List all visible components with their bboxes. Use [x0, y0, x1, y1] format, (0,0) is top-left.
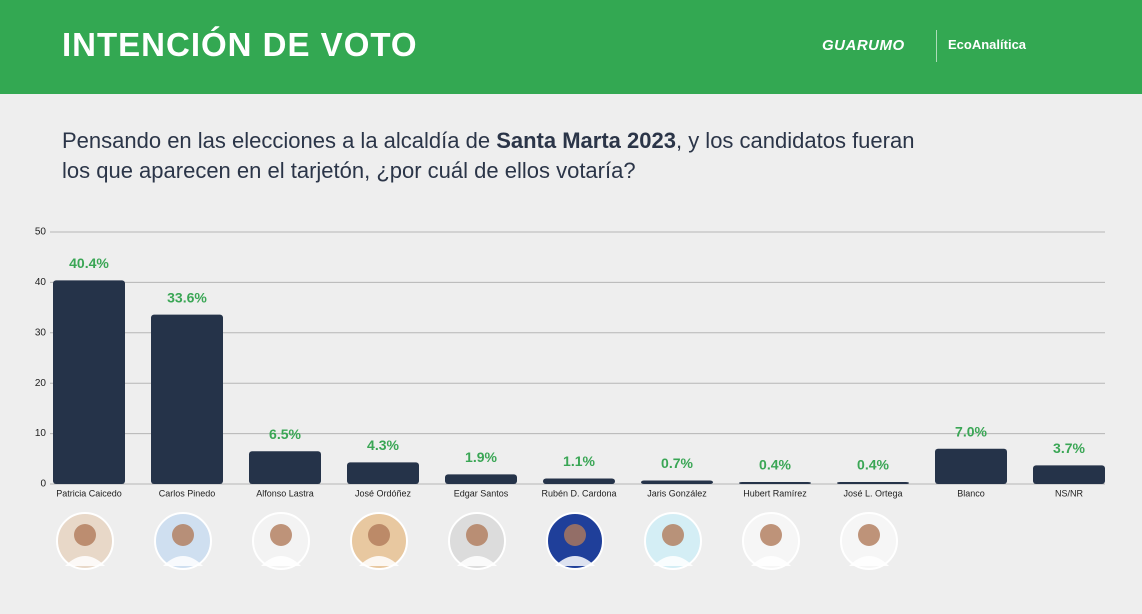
x-tick-label: José Ordóñez	[355, 488, 412, 498]
bar	[249, 451, 321, 484]
question-bold: Santa Marta 2023	[496, 128, 676, 153]
x-tick-label: Carlos Pinedo	[159, 488, 216, 498]
photo-face	[74, 524, 96, 546]
question-text: Pensando en las elecciones a la alcaldía…	[62, 128, 497, 153]
bar	[837, 481, 909, 484]
value-label: 0.4%	[759, 457, 791, 473]
photo-face	[368, 524, 390, 546]
y-tick-label: 30	[35, 327, 47, 338]
x-tick-label: Rubén D. Cardona	[541, 488, 616, 498]
bar	[347, 462, 419, 484]
value-label: 4.3%	[367, 437, 399, 453]
bar	[53, 280, 125, 484]
value-label: 40.4%	[69, 255, 109, 271]
photo-face	[172, 524, 194, 546]
y-tick-label: 50	[35, 227, 47, 238]
separator	[936, 30, 937, 62]
y-tick-label: 40	[35, 277, 47, 288]
photo-face	[466, 524, 488, 546]
photo-body	[457, 556, 497, 566]
photo-face	[760, 524, 782, 546]
photo-body	[359, 556, 399, 566]
value-label: 33.6%	[167, 289, 207, 305]
bar	[151, 314, 223, 484]
value-label: 7.0%	[955, 423, 987, 439]
bar	[1033, 465, 1105, 484]
x-tick-label: Blanco	[957, 488, 985, 498]
brand-logo: GUARUMO	[822, 37, 905, 54]
bar	[445, 474, 517, 484]
value-label: 1.1%	[563, 453, 595, 469]
value-label: 0.4%	[857, 457, 889, 473]
photo-body	[653, 556, 693, 566]
x-tick-label: NS/NR	[1055, 488, 1084, 498]
value-label: 0.7%	[661, 455, 693, 471]
bar	[935, 448, 1007, 484]
photo-body	[163, 556, 203, 566]
value-label: 6.5%	[269, 426, 301, 442]
question-text: , y los candidatos fueran los que aparec…	[62, 128, 915, 183]
y-tick-label: 20	[35, 378, 47, 389]
photo-face	[858, 524, 880, 546]
photo-body	[751, 556, 791, 566]
x-tick-label: Hubert Ramírez	[743, 488, 807, 498]
photo-body	[261, 556, 301, 566]
value-label: 1.9%	[465, 449, 497, 465]
title: INTENCIÓN DE VOTO	[62, 26, 418, 63]
question: Pensando en las elecciones a la alcaldía…	[62, 126, 922, 186]
x-tick-label: José L. Ortega	[843, 488, 902, 498]
photo-body	[65, 556, 105, 566]
x-tick-label: Patricia Caicedo	[56, 488, 122, 498]
bar	[641, 480, 713, 484]
photo-body	[849, 556, 889, 566]
header: INTENCIÓN DE VOTO GUARUMO EcoAnalítica	[0, 0, 1142, 94]
photo-body	[555, 556, 595, 566]
photo-face	[662, 524, 684, 546]
photo-face	[270, 524, 292, 546]
y-tick-label: 0	[40, 479, 46, 490]
y-tick-label: 10	[35, 428, 47, 439]
bar	[739, 481, 811, 484]
x-tick-label: Edgar Santos	[454, 488, 509, 498]
photo-face	[564, 524, 586, 546]
bar	[543, 478, 615, 484]
x-tick-label: Jaris González	[647, 488, 707, 498]
x-tick-label: Alfonso Lastra	[256, 488, 314, 498]
brand-logo: EcoAnalítica	[948, 37, 1027, 52]
value-label: 3.7%	[1053, 440, 1085, 456]
